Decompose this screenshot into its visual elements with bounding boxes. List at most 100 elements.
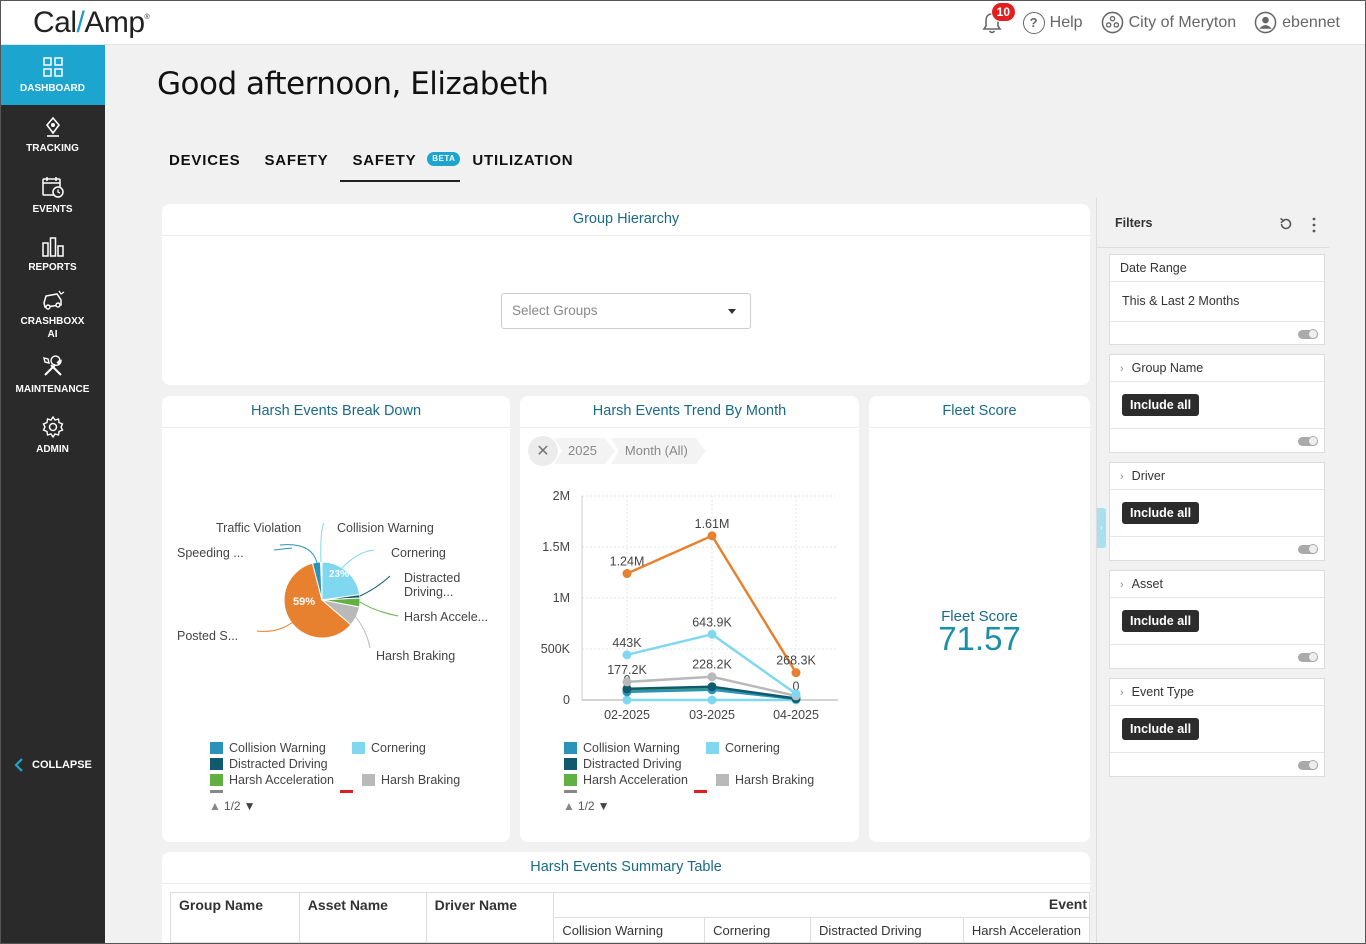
- sidebar-item-tracking[interactable]: TRACKING: [0, 105, 105, 165]
- col-group-name[interactable]: Group Name: [170, 892, 300, 943]
- legend-label: Harsh Braking: [381, 773, 461, 787]
- col-harsh-acceleration[interactable]: Harsh Acceleration: [962, 917, 1091, 943]
- help-button[interactable]: ? Help: [1022, 11, 1083, 34]
- data-point[interactable]: [622, 684, 632, 694]
- include-all-chip[interactable]: Include all: [1122, 394, 1200, 416]
- filter-event-type-header[interactable]: › Event Type: [1110, 679, 1324, 706]
- legend-item[interactable]: Distracted Driving: [210, 757, 328, 771]
- bar-chart-icon: [41, 236, 64, 257]
- filter-toggle[interactable]: [1298, 544, 1318, 554]
- pager-down-icon[interactable]: ▼: [243, 799, 256, 813]
- filter-group-name-header[interactable]: › Group Name: [1110, 355, 1324, 382]
- notifications-button[interactable]: 10: [981, 1, 1017, 35]
- legend-item[interactable]: Harsh Acceleration: [210, 773, 334, 787]
- x-tick-label: 04-2025: [773, 708, 819, 722]
- col-asset-name[interactable]: Asset Name: [298, 892, 427, 943]
- summary-card: Harsh Events Summary Table Group Name As…: [162, 852, 1091, 944]
- legend-item[interactable]: Harsh Acceleration: [564, 773, 688, 787]
- legend-item[interactable]: Collision Warning: [564, 741, 680, 755]
- label-harsh-accel: Harsh Accele...: [404, 610, 488, 624]
- data-point[interactable]: [622, 695, 632, 705]
- collapse-button[interactable]: COLLAPSE: [14, 757, 92, 773]
- filter-date-range-header[interactable]: Date Range: [1110, 255, 1324, 282]
- select-groups-dropdown[interactable]: Select Groups: [501, 293, 751, 329]
- include-all-chip[interactable]: Include all: [1122, 718, 1200, 740]
- panel-expand-handle[interactable]: ›: [1097, 508, 1106, 548]
- filter-toggle[interactable]: [1298, 436, 1318, 446]
- gear-icon: [42, 415, 63, 438]
- filter-driver-header[interactable]: › Driver: [1110, 463, 1324, 490]
- col-distracted-driving[interactable]: Distracted Driving: [810, 917, 964, 943]
- user-label: ebennet: [1282, 13, 1340, 31]
- pie-chart[interactable]: 59% 23% Traffic Violation Collision Warn…: [162, 496, 510, 796]
- calamp-logo[interactable]: Cal/Amp®: [33, 6, 150, 40]
- legend-item[interactable]: Harsh Braking: [716, 773, 814, 787]
- sidebar-item-maintenance[interactable]: MAINTENANCE: [0, 345, 105, 405]
- legend-label: Harsh Acceleration: [229, 773, 334, 787]
- user-menu[interactable]: ebennet: [1254, 11, 1340, 34]
- col-collision-warning[interactable]: Collision Warning: [553, 917, 706, 943]
- label-traffic-violation: Traffic Violation: [216, 521, 301, 535]
- data-point[interactable]: [622, 569, 632, 579]
- legend-item[interactable]: Cornering: [706, 741, 780, 755]
- breadcrumb-year[interactable]: 2025: [554, 438, 615, 464]
- data-point[interactable]: [622, 650, 632, 660]
- summary-table: Group Name Asset Name Driver Name Event …: [170, 892, 1091, 943]
- data-label: 1.61M: [695, 517, 730, 531]
- pager-up-icon[interactable]: ▲: [209, 799, 221, 813]
- pie-slice-harsh-braking[interactable]: [320, 599, 361, 626]
- include-all-chip[interactable]: Include all: [1122, 610, 1200, 632]
- col-event[interactable]: Event: [553, 892, 1090, 918]
- include-all-chip[interactable]: Include all: [1122, 502, 1200, 524]
- data-point[interactable]: [707, 695, 717, 705]
- data-point[interactable]: [622, 677, 632, 687]
- sidebar-item-dashboard[interactable]: DASHBOARD: [0, 45, 105, 105]
- data-label: 228.2K: [692, 658, 732, 672]
- legend-label: Collision Warning: [229, 741, 326, 755]
- data-point[interactable]: [791, 668, 801, 678]
- sidebar-item-events[interactable]: EVENTS: [0, 165, 105, 225]
- pager-down-icon[interactable]: ▼: [597, 799, 610, 813]
- legend-item[interactable]: Cornering: [352, 741, 426, 755]
- sidebar-item-crashboxx-ai[interactable]: CRASHBOXX AI: [0, 285, 105, 345]
- sidebar-item-admin[interactable]: ADMIN: [0, 405, 105, 465]
- org-selector[interactable]: City of Meryton: [1101, 11, 1236, 34]
- sidebar-label-crashboxx-ai: AI: [47, 329, 58, 340]
- col-driver-name[interactable]: Driver Name: [425, 892, 555, 943]
- data-label: 177.2K: [607, 663, 647, 677]
- pie-slice-posted-speed[interactable]: [283, 562, 352, 639]
- legend-item[interactable]: Collision Warning: [210, 741, 326, 755]
- tab-safety-beta[interactable]: SAFETY BETA: [340, 140, 461, 182]
- data-point[interactable]: [707, 531, 717, 541]
- legend-swatch-clipped: [694, 790, 707, 793]
- breadcrumb-month[interactable]: Month (All): [611, 438, 706, 464]
- close-icon[interactable]: ✕: [528, 436, 558, 466]
- data-point[interactable]: [791, 689, 801, 699]
- pie-slice-cornering[interactable]: [321, 561, 361, 601]
- logo-mark: ®: [144, 14, 150, 21]
- legend-item[interactable]: Distracted Driving: [564, 757, 682, 771]
- filter-toggle[interactable]: [1298, 760, 1318, 770]
- legend-item[interactable]: Harsh Braking: [362, 773, 460, 787]
- label-harsh-braking: Harsh Braking: [376, 649, 455, 663]
- data-point[interactable]: [707, 672, 717, 682]
- tab-devices[interactable]: DEVICES: [157, 140, 252, 182]
- logo-text-left: Cal: [33, 6, 77, 39]
- filter-asset-header[interactable]: › Asset: [1110, 571, 1324, 598]
- fleet-score-label: Fleet Score: [941, 608, 1018, 625]
- more-vertical-icon[interactable]: [1311, 217, 1317, 233]
- sidebar-item-reports[interactable]: REPORTS: [0, 225, 105, 285]
- filter-date-range-value-box[interactable]: This & Last 2 Months: [1110, 282, 1324, 322]
- data-point[interactable]: [707, 682, 717, 692]
- filter-toggle[interactable]: [1298, 652, 1318, 662]
- filter-toggle[interactable]: [1298, 329, 1318, 339]
- tab-utilization[interactable]: UTILIZATION: [460, 140, 585, 182]
- trend-line-chart[interactable]: 2M1.5M1M500K002-202503-202504-202500177.…: [520, 486, 859, 726]
- data-point[interactable]: [707, 629, 717, 639]
- chevron-right-icon: ›: [1120, 363, 1124, 375]
- tab-safety[interactable]: SAFETY: [252, 140, 340, 182]
- reset-icon[interactable]: [1278, 216, 1294, 232]
- col-cornering[interactable]: Cornering: [704, 917, 812, 943]
- pager-up-icon[interactable]: ▲: [563, 799, 575, 813]
- filter-toggle-row: [1110, 753, 1324, 775]
